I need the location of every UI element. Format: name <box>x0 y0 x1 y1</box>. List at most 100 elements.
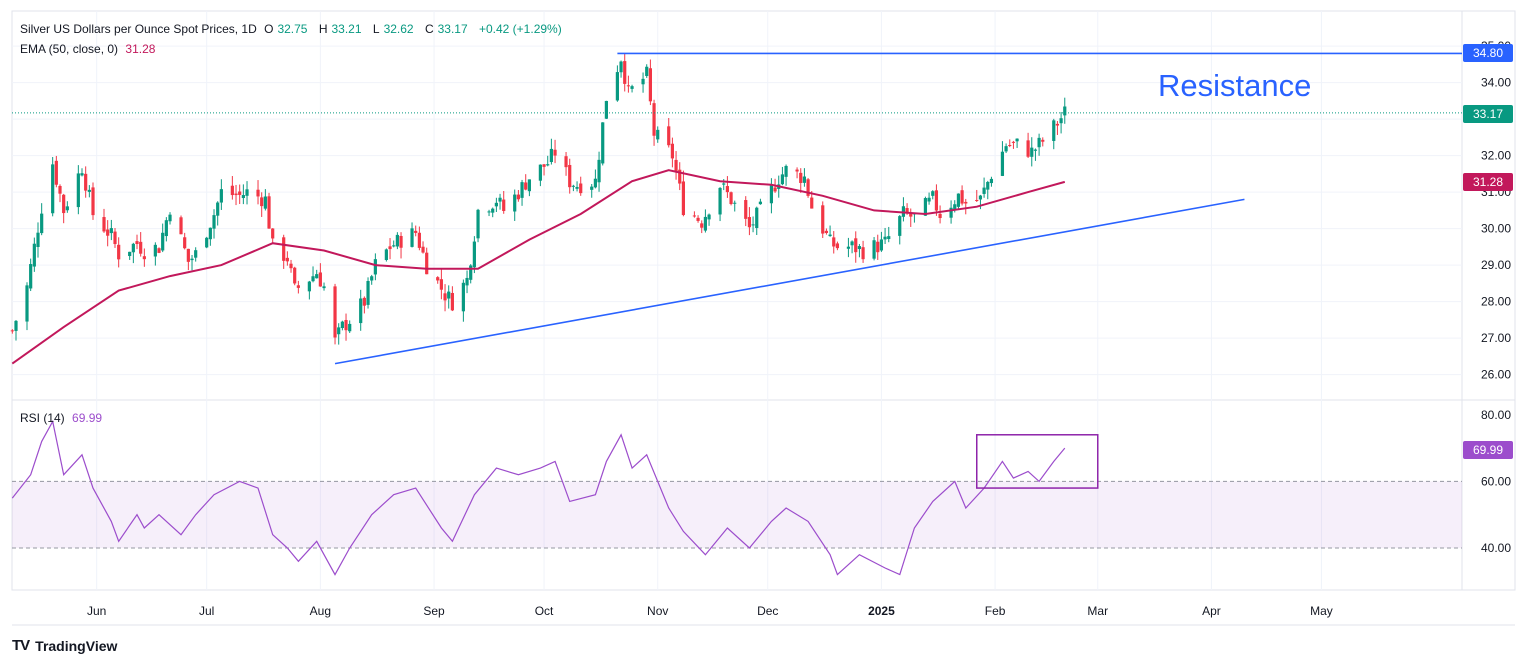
resistance-annotation: Resistance <box>1158 68 1312 103</box>
price-tick-label: 32.00 <box>1481 149 1511 163</box>
candle-body <box>630 86 634 89</box>
candle-body <box>289 263 293 269</box>
change-value: +0.42 (+1.29%) <box>478 22 562 36</box>
candle-body <box>923 198 928 216</box>
candle-body <box>32 243 36 267</box>
candle-body <box>681 181 685 216</box>
candle-body <box>872 240 876 259</box>
candle-body <box>58 185 62 194</box>
x-tick-label: Aug <box>310 604 331 618</box>
candle-body <box>113 231 117 245</box>
ema-line <box>11 169 1066 365</box>
candle-body <box>1041 139 1045 142</box>
candle-body <box>593 178 597 188</box>
candle-body <box>692 215 696 217</box>
candle-body <box>491 208 495 213</box>
candle-body <box>36 232 40 247</box>
candle-body <box>707 214 711 220</box>
candle-body <box>153 244 157 257</box>
candle-body <box>758 201 763 205</box>
tradingview-logo[interactable]: TV TradingView <box>12 637 117 654</box>
candle-body <box>846 246 851 249</box>
candle-body <box>982 187 986 194</box>
candle-body <box>553 149 557 156</box>
candle-body <box>359 298 363 324</box>
candle-body <box>245 189 249 196</box>
candle-body <box>641 78 645 85</box>
close-label: C <box>424 22 434 36</box>
candle-body <box>421 246 425 253</box>
candle-body <box>370 276 374 281</box>
candle-body <box>318 272 322 287</box>
candle-body <box>1008 145 1012 147</box>
candle-body <box>828 234 832 237</box>
candle-body <box>80 173 84 176</box>
high-value: 33.21 <box>331 22 362 36</box>
candle-body <box>76 173 80 208</box>
x-tick-label: May <box>1310 604 1333 618</box>
candle-body <box>1059 118 1063 124</box>
candle-body <box>810 197 814 209</box>
candle-body <box>538 164 542 181</box>
candle-body <box>131 243 135 253</box>
candle-body <box>447 291 451 299</box>
candle-body <box>520 182 524 198</box>
symbol-title: Silver US Dollars per Ounce Spot Prices,… <box>20 22 257 36</box>
x-tick-label: Jul <box>199 604 214 618</box>
low-value: 32.62 <box>383 22 414 36</box>
candle-body <box>1011 141 1016 143</box>
candle-body <box>465 277 469 286</box>
candle-body <box>205 237 209 248</box>
candle-body <box>62 194 66 214</box>
candle-body <box>579 183 583 194</box>
candle-body <box>476 209 480 239</box>
candle-body <box>340 321 344 329</box>
candle-body <box>40 213 44 234</box>
ema-label: EMA (50, close, 0) <box>20 42 119 56</box>
chart-frame <box>11 10 1516 591</box>
candle-body <box>619 61 623 73</box>
candle-body <box>879 239 884 251</box>
candle-body <box>755 207 759 229</box>
rsi-tick-label: 80.00 <box>1481 408 1511 422</box>
ema-legend: EMA (50, close, 0) 31.28 <box>20 42 159 56</box>
candle-body <box>773 187 777 192</box>
candle-body <box>91 187 95 216</box>
candle-body <box>905 208 909 213</box>
candle-body <box>238 191 242 195</box>
candle-body <box>315 274 319 279</box>
candle-body <box>575 186 579 189</box>
candle-body <box>964 201 968 204</box>
candle-body <box>1052 120 1056 141</box>
candle-body <box>388 246 392 250</box>
candle-body <box>443 293 447 301</box>
price-tick-label: 34.00 <box>1481 76 1511 90</box>
candle-body <box>604 100 608 119</box>
candle-body <box>502 199 506 211</box>
candle-body <box>267 196 271 229</box>
candle-body <box>142 256 146 260</box>
candle-body <box>65 206 69 211</box>
candle-body <box>285 257 289 262</box>
open-value: 32.75 <box>277 22 308 36</box>
rsi-line <box>11 419 1066 576</box>
candle-body <box>513 194 517 212</box>
candle-body <box>296 285 300 288</box>
candle-body <box>494 202 498 207</box>
candle-body <box>410 228 414 247</box>
x-tick-label: Sep <box>423 604 445 618</box>
candle-body <box>645 66 649 76</box>
candle-body <box>648 68 652 102</box>
candle-body <box>260 197 264 207</box>
candle-body <box>417 232 421 248</box>
candle-body <box>590 186 594 190</box>
candle-body <box>799 172 803 183</box>
candle-body <box>307 281 311 292</box>
x-tick-label: Mar <box>1087 604 1108 618</box>
rsi-highlight-box <box>976 434 1099 489</box>
candle-body <box>623 61 627 84</box>
candle-body <box>461 282 465 312</box>
candle-body <box>128 251 132 257</box>
candle-body <box>1000 151 1005 176</box>
